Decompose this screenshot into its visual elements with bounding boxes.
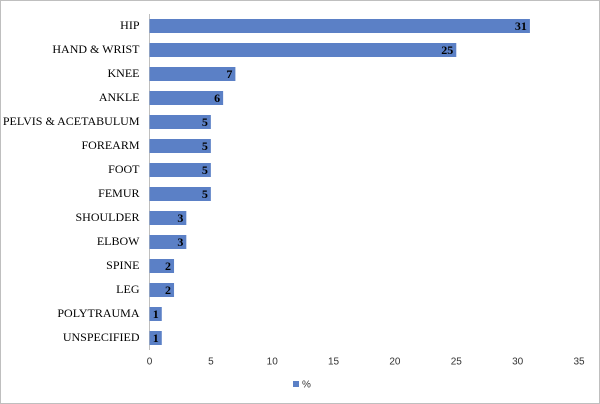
- data-label: 1: [153, 331, 159, 345]
- y-tick-label: HIP: [120, 18, 140, 32]
- bar: [149, 115, 211, 129]
- y-tick-label: POLYTRAUMA: [57, 306, 139, 320]
- bar: [149, 283, 175, 297]
- bar: [149, 331, 162, 345]
- x-tick-label: 0: [147, 357, 153, 368]
- bar: [149, 259, 175, 273]
- bar: [149, 211, 187, 225]
- data-label: 5: [202, 187, 208, 201]
- y-tick-label: KNEE: [108, 66, 140, 80]
- bar: [149, 235, 187, 249]
- data-label: 5: [202, 115, 208, 129]
- x-tick-label: 35: [573, 357, 585, 368]
- data-label: 5: [202, 163, 208, 177]
- bar: [149, 43, 457, 57]
- y-tick-label: PELVIS & ACETABULUM: [3, 114, 140, 128]
- bar: [149, 163, 211, 177]
- bar: [149, 139, 211, 153]
- y-tick-label: FOOT: [108, 162, 140, 176]
- data-label: 2: [165, 259, 171, 273]
- y-tick-label: LEG: [116, 282, 140, 296]
- y-tick-label: FEMUR: [98, 186, 139, 200]
- y-tick-label: SPINE: [106, 258, 139, 272]
- data-label: 3: [177, 235, 183, 249]
- data-label: 2: [165, 283, 171, 297]
- y-tick-label: SHOULDER: [75, 210, 139, 224]
- bar: [149, 67, 236, 81]
- x-tick-label: 25: [451, 357, 463, 368]
- data-label: 31: [515, 19, 527, 33]
- data-label: 6: [214, 91, 220, 105]
- x-tick-label: 20: [389, 357, 401, 368]
- data-label: 3: [177, 211, 183, 225]
- data-label: 1: [153, 307, 159, 321]
- bar: [149, 307, 162, 321]
- data-label: 7: [226, 67, 232, 81]
- y-tick-label: UNSPECIFIED: [63, 330, 140, 344]
- y-tick-label: HAND & WRIST: [52, 42, 140, 56]
- data-label: 5: [202, 139, 208, 153]
- legend-label: %: [302, 380, 311, 391]
- x-tick-label: 5: [208, 357, 214, 368]
- data-label: 25: [441, 43, 453, 57]
- bar: [149, 91, 224, 105]
- x-tick-label: 15: [328, 357, 340, 368]
- y-tick-label: ELBOW: [97, 234, 140, 248]
- bar: [149, 187, 211, 201]
- bar: [149, 19, 530, 33]
- x-tick-label: 10: [267, 357, 279, 368]
- y-tick-label: ANKLE: [99, 90, 140, 104]
- legend-swatch: [293, 381, 299, 387]
- x-tick-label: 30: [512, 357, 524, 368]
- y-tick-label: FOREARM: [81, 138, 139, 152]
